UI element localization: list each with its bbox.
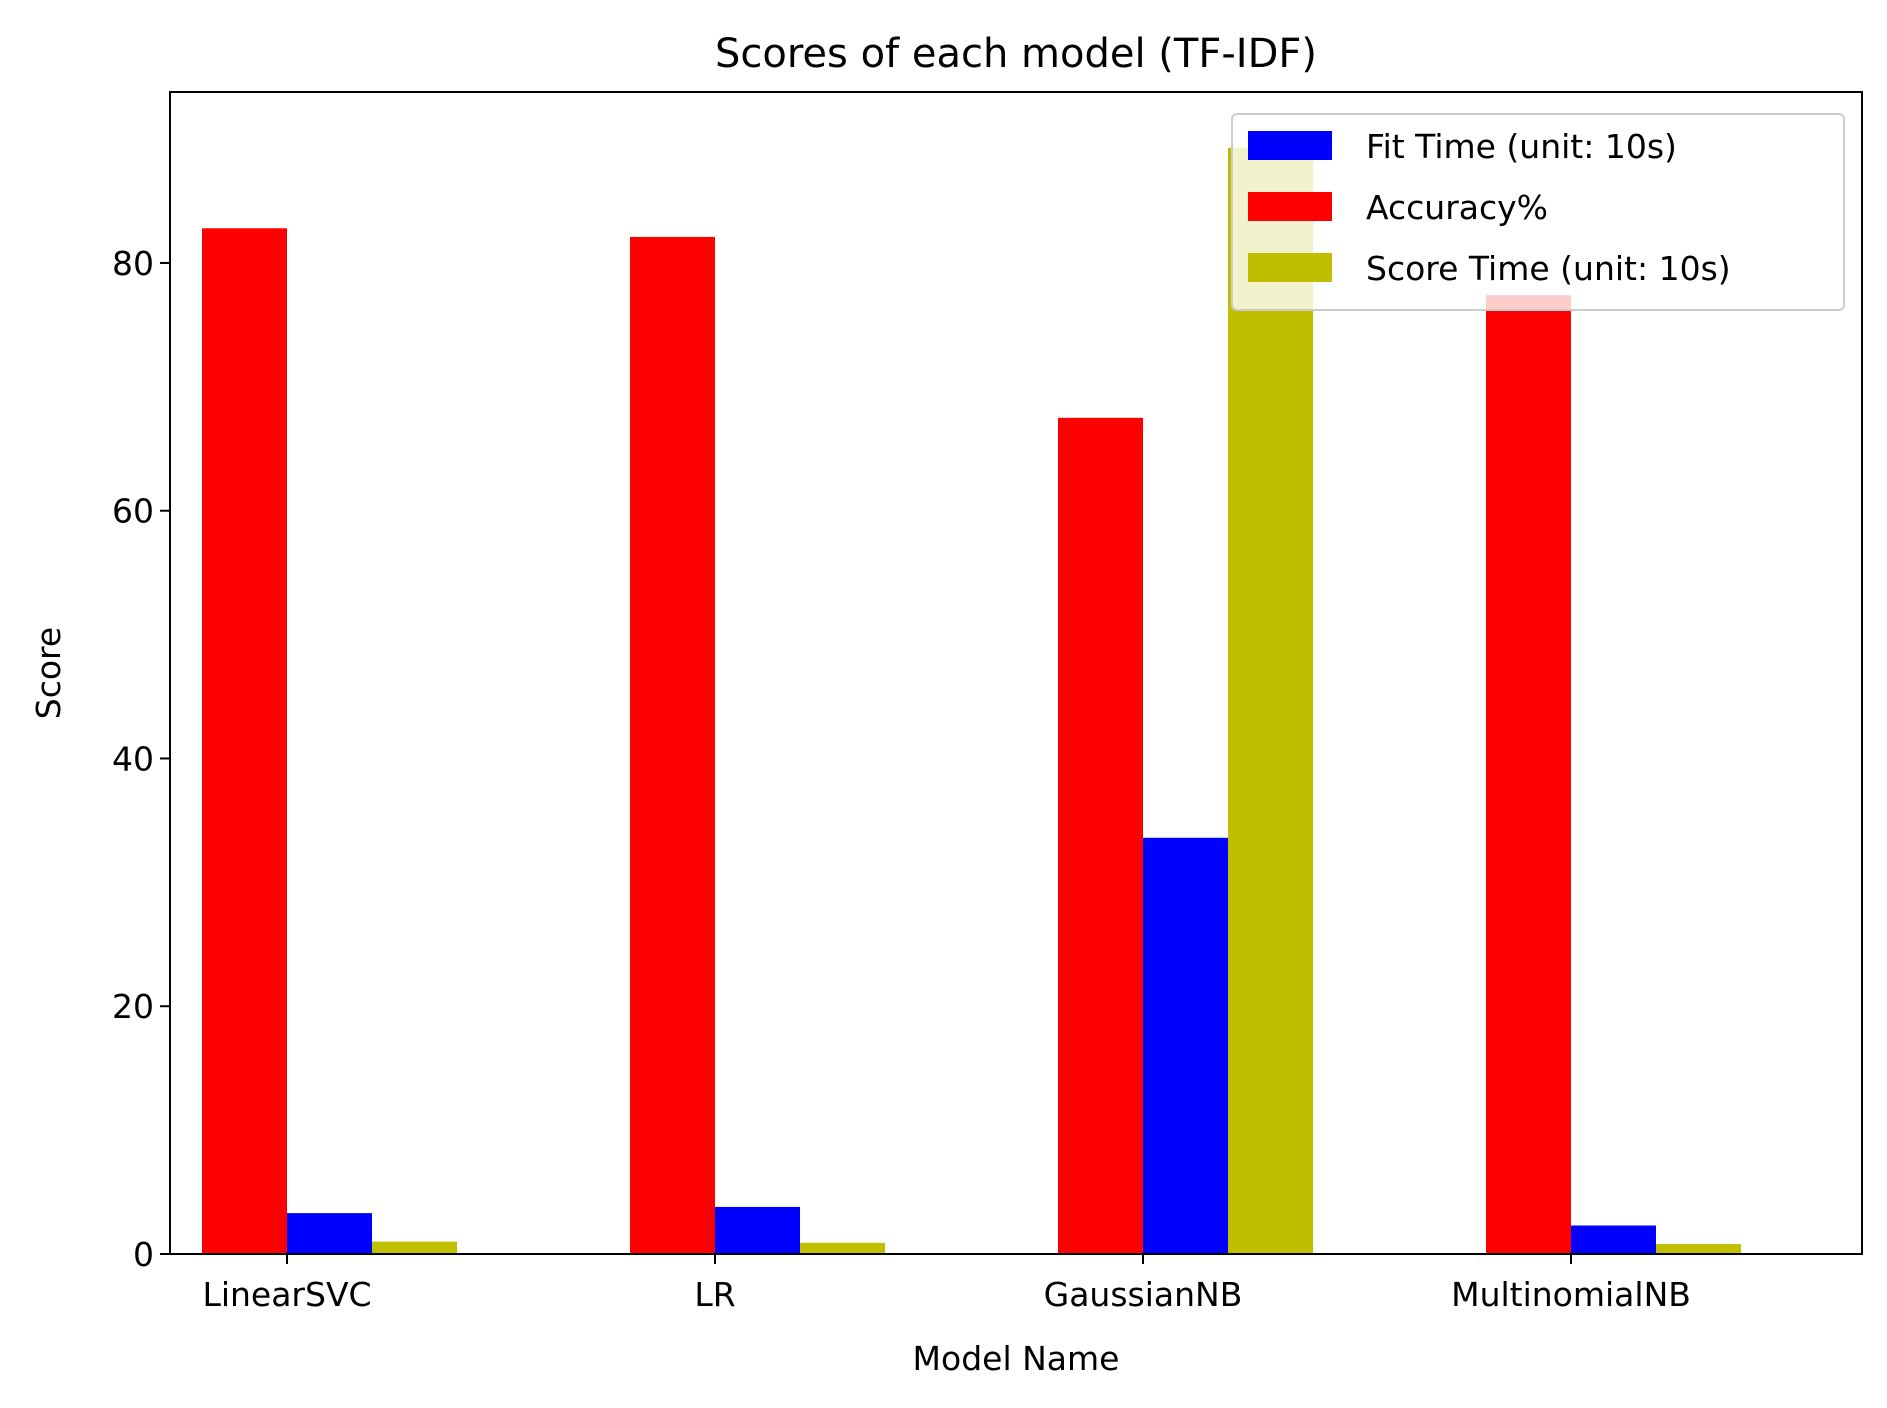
legend-frame xyxy=(1231,113,1845,311)
plot-frame xyxy=(169,91,1863,1255)
y-tick-label: 20 xyxy=(112,987,154,1026)
x-axis-label: Model Name xyxy=(913,1339,1120,1378)
y-tick-label: 40 xyxy=(112,739,154,778)
bar-fit-time-unit-10s-multinomialnb xyxy=(1571,1225,1656,1254)
y-tick-label: 0 xyxy=(133,1235,154,1274)
legend-label: Accuracy% xyxy=(1366,188,1548,227)
bar-fit-time-unit-10s-gaussiannb xyxy=(1143,837,1228,1254)
chart-title: Scores of each model (TF-IDF) xyxy=(715,31,1317,77)
x-tick-label: LR xyxy=(694,1275,735,1314)
legend-label: Fit Time (unit: 10s) xyxy=(1366,127,1677,166)
y-tick-label: 60 xyxy=(112,492,154,531)
bar-fit-time-unit-10s-linearsvc xyxy=(287,1213,372,1254)
bar-score-time-unit-10s-lr xyxy=(800,1242,885,1254)
bar-score-time-unit-10s-multinomialnb xyxy=(1656,1244,1741,1254)
y-tick-label: 80 xyxy=(112,244,154,283)
legend-swatch xyxy=(1248,192,1332,221)
bars-group xyxy=(202,147,1741,1255)
y-axis: 0 20 40 60 80 xyxy=(112,244,170,1274)
legend-label: Score Time (unit: 10s) xyxy=(1366,249,1731,288)
bar-accuracy-gaussiannb xyxy=(1058,417,1143,1254)
legend: Fit Time (unit: 10s) Accuracy% Score Time … xyxy=(1231,113,1845,311)
x-tick-label: LinearSVC xyxy=(202,1275,371,1314)
bar-accuracy-linearsvc xyxy=(202,228,287,1254)
bar-accuracy-lr xyxy=(630,236,715,1254)
bar-score-time-unit-10s-gaussiannb xyxy=(1228,147,1313,1255)
y-axis-label: Score xyxy=(29,627,68,719)
bar-fit-time-unit-10s-lr xyxy=(715,1206,800,1254)
bar-score-time-unit-10s-linearsvc xyxy=(372,1241,457,1254)
legend-swatch xyxy=(1248,253,1332,282)
x-axis: LinearSVC LR GaussianNB MultinomialNB xyxy=(202,1254,1691,1314)
x-tick-label: MultinomialNB xyxy=(1451,1275,1691,1314)
legend-swatch xyxy=(1248,131,1332,160)
bar-accuracy-multinomialnb xyxy=(1486,295,1571,1254)
x-tick-label: GaussianNB xyxy=(1044,1275,1243,1314)
